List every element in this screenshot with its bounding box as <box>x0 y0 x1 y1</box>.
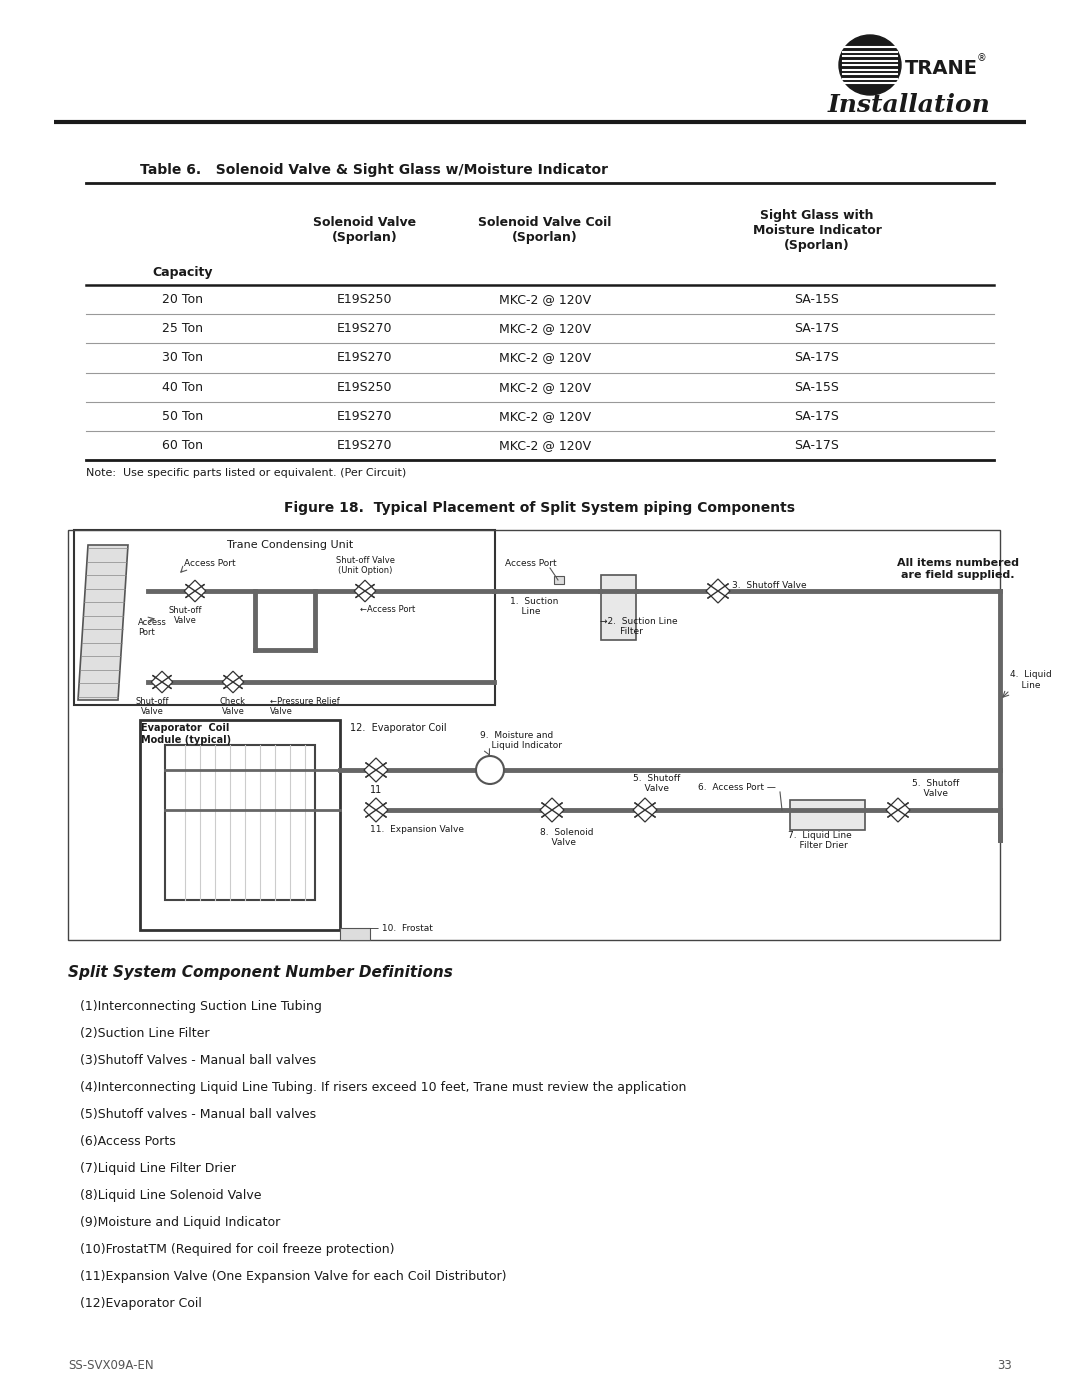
Text: (6)Access Ports: (6)Access Ports <box>80 1134 176 1148</box>
Text: SS-SVX09A-EN: SS-SVX09A-EN <box>68 1359 153 1372</box>
Text: (4)Interconnecting Liquid Line Tubing. If risers exceed 10 feet, Trane must revi: (4)Interconnecting Liquid Line Tubing. I… <box>80 1081 687 1094</box>
Text: SA-17S: SA-17S <box>795 352 839 365</box>
Bar <box>340 928 370 940</box>
Text: (10)FrostatTM (Required for coil freeze protection): (10)FrostatTM (Required for coil freeze … <box>80 1243 394 1256</box>
Text: 11: 11 <box>369 785 382 795</box>
Text: SA-15S: SA-15S <box>795 293 839 306</box>
Text: Evaporator  Coil
Module (typical): Evaporator Coil Module (typical) <box>141 724 231 745</box>
Text: MKC-2 @ 120V: MKC-2 @ 120V <box>499 439 591 451</box>
Text: Trane Condensing Unit: Trane Condensing Unit <box>227 541 353 550</box>
Text: (3)Shutoff Valves - Manual ball valves: (3)Shutoff Valves - Manual ball valves <box>80 1053 316 1067</box>
Text: E19S270: E19S270 <box>337 409 393 423</box>
Text: 9.  Moisture and
    Liquid Indicator: 9. Moisture and Liquid Indicator <box>480 731 562 750</box>
Text: E19S270: E19S270 <box>337 352 393 365</box>
Polygon shape <box>185 580 206 602</box>
Text: TRANE: TRANE <box>905 59 978 77</box>
Polygon shape <box>78 545 129 700</box>
Text: MKC-2 @ 120V: MKC-2 @ 120V <box>499 409 591 423</box>
Text: MKC-2 @ 120V: MKC-2 @ 120V <box>499 380 591 394</box>
Polygon shape <box>151 671 173 693</box>
Text: MKC-2 @ 120V: MKC-2 @ 120V <box>499 293 591 306</box>
Text: ←Access Port: ←Access Port <box>360 605 415 615</box>
Text: SA-17S: SA-17S <box>795 409 839 423</box>
Text: Figure 18.  Typical Placement of Split System piping Components: Figure 18. Typical Placement of Split Sy… <box>284 502 796 515</box>
Text: 50 Ton: 50 Ton <box>162 409 203 423</box>
Bar <box>600 576 636 640</box>
Bar <box>68 529 1000 940</box>
Text: 40 Ton: 40 Ton <box>162 380 203 394</box>
Text: MKC-2 @ 120V: MKC-2 @ 120V <box>499 352 591 365</box>
Text: 33: 33 <box>997 1359 1012 1372</box>
Bar <box>165 745 315 900</box>
Polygon shape <box>364 798 388 821</box>
Text: 5.  Shutoff
    Valve: 5. Shutoff Valve <box>633 774 680 793</box>
Text: SA-17S: SA-17S <box>795 439 839 451</box>
Text: 20 Ton: 20 Ton <box>162 293 203 306</box>
Text: Solenoid Valve Coil
(Sporlan): Solenoid Valve Coil (Sporlan) <box>478 217 611 244</box>
Text: SA-17S: SA-17S <box>795 323 839 335</box>
Text: Access
Port: Access Port <box>138 617 167 637</box>
Text: (7)Liquid Line Filter Drier: (7)Liquid Line Filter Drier <box>80 1162 235 1175</box>
Text: All items numbered
are field supplied.: All items numbered are field supplied. <box>897 557 1020 580</box>
Text: (1)Interconnecting Suction Line Tubing: (1)Interconnecting Suction Line Tubing <box>80 1000 322 1013</box>
Text: Shut-off
Valve: Shut-off Valve <box>135 697 168 717</box>
Polygon shape <box>222 671 244 693</box>
Text: E19S250: E19S250 <box>337 293 393 306</box>
Text: Split System Component Number Definitions: Split System Component Number Definition… <box>68 965 453 981</box>
Text: 5.  Shutoff
    Valve: 5. Shutoff Valve <box>912 778 959 798</box>
Text: ®: ® <box>977 53 987 63</box>
Text: E19S250: E19S250 <box>337 380 393 394</box>
Text: Note:  Use specific parts listed or equivalent. (Per Circuit): Note: Use specific parts listed or equiv… <box>86 468 406 478</box>
Text: 8.  Solenoid
    Valve: 8. Solenoid Valve <box>540 828 594 848</box>
Polygon shape <box>706 578 730 604</box>
Text: 7.  Liquid Line
    Filter Drier: 7. Liquid Line Filter Drier <box>788 831 852 851</box>
Bar <box>789 800 865 830</box>
Text: (5)Shutoff valves - Manual ball valves: (5)Shutoff valves - Manual ball valves <box>80 1108 316 1120</box>
Text: →2.  Suction Line
       Filter: →2. Suction Line Filter <box>600 617 677 637</box>
Text: (8)Liquid Line Solenoid Valve: (8)Liquid Line Solenoid Valve <box>80 1189 261 1201</box>
Ellipse shape <box>839 35 901 95</box>
Circle shape <box>476 756 504 784</box>
Text: Installation: Installation <box>827 94 990 117</box>
Text: 25 Ton: 25 Ton <box>162 323 203 335</box>
Text: (9)Moisture and Liquid Indicator: (9)Moisture and Liquid Indicator <box>80 1215 280 1229</box>
Text: 1.  Suction
    Line: 1. Suction Line <box>510 597 558 616</box>
Text: Sight Glass with
Moisture Indicator
(Sporlan): Sight Glass with Moisture Indicator (Spo… <box>753 208 881 251</box>
Text: 60 Ton: 60 Ton <box>162 439 203 451</box>
Text: Shut-off Valve
(Unit Option): Shut-off Valve (Unit Option) <box>336 556 394 576</box>
Text: Check
Valve: Check Valve <box>220 697 246 717</box>
Text: E19S270: E19S270 <box>337 323 393 335</box>
Text: 12.  Evaporator Coil: 12. Evaporator Coil <box>350 724 447 733</box>
Text: 6.  Access Port —: 6. Access Port — <box>698 782 775 792</box>
Text: Table 6.   Solenoid Valve & Sight Glass w/Moisture Indicator: Table 6. Solenoid Valve & Sight Glass w/… <box>140 163 608 177</box>
Text: MKC-2 @ 120V: MKC-2 @ 120V <box>499 323 591 335</box>
Text: 4.  Liquid
    Line: 4. Liquid Line <box>1010 671 1052 690</box>
Text: 11.  Expansion Valve: 11. Expansion Valve <box>370 826 464 834</box>
Text: 3.  Shutoff Valve: 3. Shutoff Valve <box>732 581 807 590</box>
Text: Solenoid Valve
(Sporlan): Solenoid Valve (Sporlan) <box>313 217 417 244</box>
Bar <box>140 719 340 930</box>
Text: Shut-off
Valve: Shut-off Valve <box>168 606 202 626</box>
Text: 30 Ton: 30 Ton <box>162 352 203 365</box>
Bar <box>554 576 564 584</box>
Polygon shape <box>886 798 910 821</box>
Text: Access Port: Access Port <box>184 559 235 569</box>
Text: (2)Suction Line Filter: (2)Suction Line Filter <box>80 1027 210 1039</box>
Text: (11)Expansion Valve (One Expansion Valve for each Coil Distributor): (11)Expansion Valve (One Expansion Valve… <box>80 1270 507 1282</box>
Polygon shape <box>354 580 376 602</box>
Text: SA-15S: SA-15S <box>795 380 839 394</box>
Polygon shape <box>633 798 657 821</box>
Bar <box>75 529 495 705</box>
Text: Access Port: Access Port <box>505 559 556 569</box>
Text: (12)Evaporator Coil: (12)Evaporator Coil <box>80 1296 202 1310</box>
Polygon shape <box>364 759 388 782</box>
Text: ←Pressure Relief
Valve: ←Pressure Relief Valve <box>270 697 340 717</box>
Text: — 10.  Frostat: — 10. Frostat <box>370 923 433 933</box>
Polygon shape <box>540 798 564 821</box>
Text: E19S270: E19S270 <box>337 439 393 451</box>
Text: Capacity: Capacity <box>152 265 213 279</box>
